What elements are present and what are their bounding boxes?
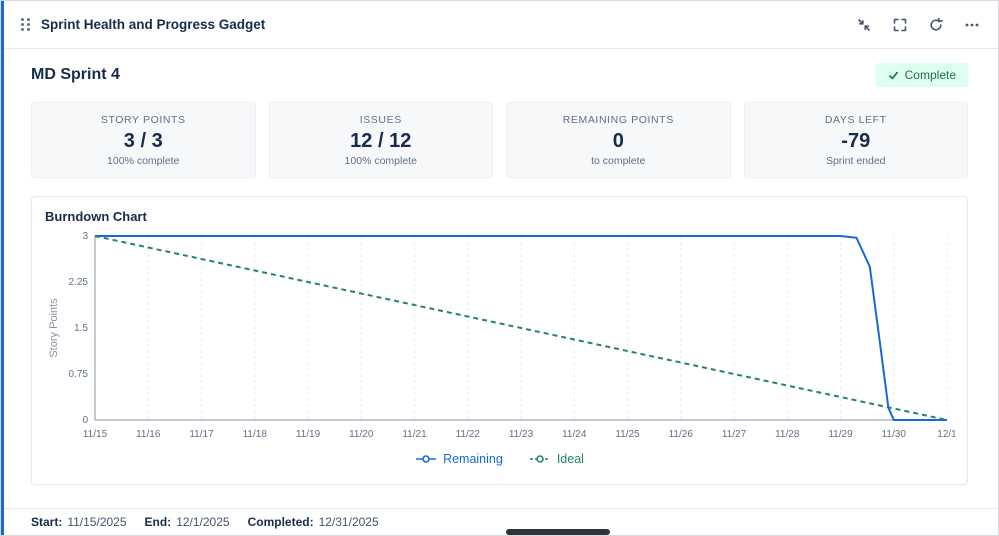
stat-value: 0 [612, 130, 624, 152]
svg-text:11/28: 11/28 [775, 429, 800, 440]
stat-card-issues: ISSUES 12 / 12 100% complete [268, 102, 493, 178]
remaining-line-marker-icon [416, 455, 437, 463]
svg-text:11/19: 11/19 [296, 429, 321, 440]
svg-text:12/1: 12/1 [937, 429, 955, 440]
svg-text:11/17: 11/17 [189, 429, 214, 440]
sprint-status-label: Complete [904, 68, 956, 82]
stat-subtext: 100% complete [344, 155, 417, 167]
start-value: 11/15/2025 [67, 515, 127, 529]
end-label: End: [144, 515, 172, 529]
svg-text:11/30: 11/30 [882, 429, 907, 440]
refresh-icon [930, 17, 943, 31]
stat-value: 3 / 3 [123, 130, 163, 152]
svg-text:11/27: 11/27 [722, 429, 747, 440]
svg-text:0: 0 [82, 415, 88, 426]
stat-value: 12 / 12 [350, 130, 412, 152]
horizontal-scrollbar-thumb[interactable] [506, 529, 610, 535]
gadget-content: MD Sprint 4 Complete STORY POINTS 3 / 3 … [1, 49, 998, 485]
svg-text:11/24: 11/24 [562, 429, 587, 440]
ideal-line-marker-icon [529, 455, 550, 463]
gadget-footer: Start: 11/15/2025 End: 12/1/2025 Complet… [1, 508, 998, 535]
fullscreen-icon [893, 18, 907, 31]
burndown-chart: 0 0.75 1.5 2.25 3 11/15 11/16 11/17 11/18 11/19 11… [45, 230, 957, 444]
arrows-collapse-icon [858, 18, 870, 31]
sprint-status-badge: Complete [875, 63, 968, 87]
stat-value: -79 [841, 130, 871, 152]
more-options-button[interactable] [964, 17, 980, 33]
gadget-title: Sprint Health and Progress Gadget [41, 17, 266, 32]
refresh-button[interactable] [928, 17, 944, 33]
stat-subtext: to complete [591, 155, 646, 167]
stat-label: STORY POINTS [100, 114, 186, 126]
legend-label: Remaining [443, 452, 503, 466]
stat-cards: STORY POINTS 3 / 3 100% complete ISSUES … [31, 102, 968, 178]
sprint-row: MD Sprint 4 Complete [31, 63, 968, 87]
svg-text:11/15: 11/15 [83, 429, 108, 440]
stat-label: ISSUES [359, 114, 402, 126]
svg-text:11/18: 11/18 [243, 429, 268, 440]
svg-text:11/22: 11/22 [456, 429, 481, 440]
svg-text:2.25: 2.25 [69, 277, 89, 288]
stat-subtext: Sprint ended [825, 155, 886, 167]
svg-text:0.75: 0.75 [69, 369, 89, 380]
svg-text:Story Points: Story Points [48, 298, 60, 358]
svg-text:3: 3 [82, 231, 88, 242]
stat-label: DAYS LEFT [824, 114, 887, 126]
svg-text:11/16: 11/16 [136, 429, 161, 440]
minimize-button[interactable] [856, 17, 872, 33]
start-label: Start: [31, 515, 63, 529]
stat-card-remaining-points: REMAINING POINTS 0 to complete [506, 102, 731, 178]
svg-text:1.5: 1.5 [74, 323, 88, 334]
svg-text:11/26: 11/26 [669, 429, 694, 440]
chart-title: Burndown Chart [45, 209, 147, 224]
stat-subtext: 100% complete [107, 155, 180, 167]
check-icon [888, 71, 898, 79]
end-value: 12/1/2025 [176, 515, 230, 529]
stat-card-story-points: STORY POINTS 3 / 3 100% complete [31, 102, 256, 178]
stat-card-days-left: DAYS LEFT -79 Sprint ended [743, 102, 968, 178]
svg-text:11/23: 11/23 [509, 429, 534, 440]
chart-legend: Remaining Ideal [45, 452, 954, 466]
gadget-header: Sprint Health and Progress Gadget [1, 1, 998, 49]
svg-text:11/29: 11/29 [828, 429, 853, 440]
svg-text:11/20: 11/20 [349, 429, 374, 440]
burndown-chart-card: Burndown Chart 0 0.75 1.5 2.25 3 11/15 11/16 11… [31, 196, 968, 485]
fullscreen-button[interactable] [892, 17, 908, 33]
svg-text:11/21: 11/21 [402, 429, 427, 440]
sprint-name: MD Sprint 4 [31, 66, 120, 83]
completed-value: 12/31/2025 [318, 515, 379, 529]
legend-label: Ideal [556, 452, 584, 466]
svg-text:11/25: 11/25 [615, 429, 640, 440]
completed-label: Completed: [247, 515, 314, 529]
legend-item-ideal[interactable]: Ideal [529, 452, 584, 466]
stat-label: REMAINING POINTS [562, 114, 674, 126]
legend-item-remaining[interactable]: Remaining [415, 452, 503, 466]
ellipsis-icon [965, 23, 979, 26]
gadget-actions [856, 17, 980, 33]
drag-handle-icon[interactable] [21, 18, 31, 31]
left-accent-bar [1, 1, 4, 535]
